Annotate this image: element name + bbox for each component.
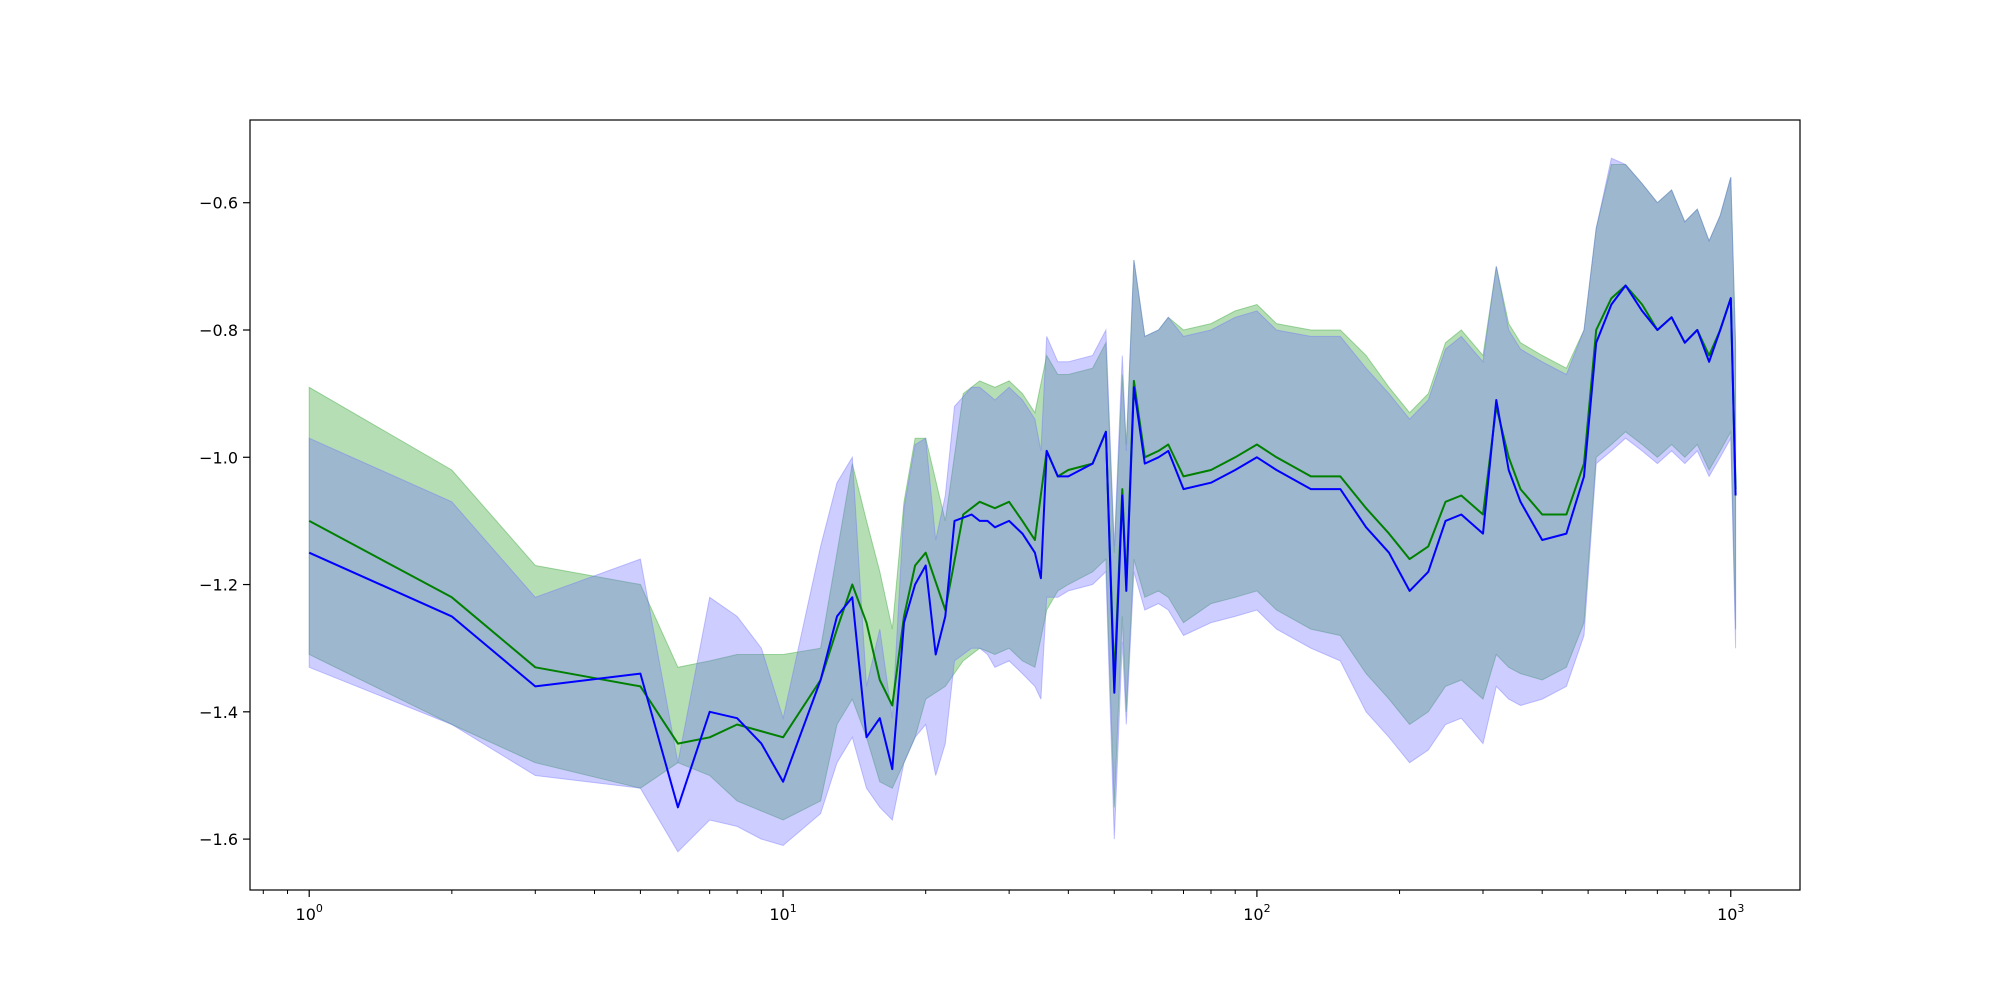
y-tick-label: −1.0 — [199, 448, 238, 467]
confidence-band-1 — [308, 164, 1737, 821]
plot-frame — [249, 119, 1801, 891]
confidence-bands — [308, 157, 1737, 853]
series-line-2 — [308, 284, 1737, 809]
confidence-band-2 — [308, 157, 1737, 853]
x-tick-label: 101 — [769, 902, 796, 924]
x-tick-label: 100 — [296, 902, 323, 924]
x-tick-label: 103 — [1717, 902, 1744, 924]
y-tick-label: −1.6 — [199, 830, 238, 849]
y-tick-label: −0.6 — [199, 194, 238, 213]
series-line-1 — [308, 284, 1737, 745]
series-lines — [308, 284, 1737, 809]
x-tick-label: 102 — [1243, 902, 1270, 924]
y-tick-label: −0.8 — [199, 321, 238, 340]
y-tick-label: −1.4 — [199, 703, 238, 722]
x-axis: 100 101 102 103 — [262, 890, 1744, 924]
y-axis: −0.6 −0.8 −1.0 −1.2 −1.4 −1.6 — [199, 194, 250, 849]
y-tick-label: −1.2 — [199, 576, 238, 595]
